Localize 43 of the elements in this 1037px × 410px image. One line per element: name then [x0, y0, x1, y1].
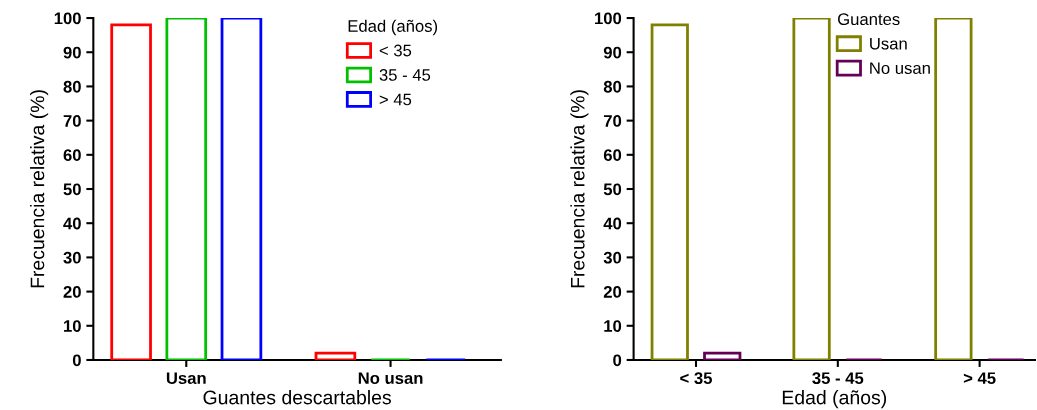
y-tick-label: 60 — [63, 149, 81, 162]
y-tick-label: 50 — [603, 183, 622, 196]
y-tick-label: 0 — [72, 354, 81, 367]
x-axis-title: Guantes descartables — [203, 390, 391, 405]
y-tick-label: 50 — [63, 183, 81, 196]
y-tick-label: 100 — [54, 12, 81, 25]
y-tick-label: 60 — [603, 149, 622, 162]
bar — [792, 18, 831, 360]
bar — [650, 23, 689, 360]
y-tick-label: 70 — [63, 115, 81, 127]
y-tick-label: 40 — [603, 217, 622, 230]
legend-label: > 45 — [379, 93, 412, 106]
y-tick-label: 20 — [603, 285, 622, 298]
y-axis-title: Frecuencia relativa (%) — [570, 90, 589, 288]
legend-title: Edad (años) — [348, 19, 438, 36]
legend-label: Usan — [870, 37, 907, 50]
x-axis-title: Edad (años) — [782, 390, 887, 409]
y-axis-title: Frecuencia relativa (%) — [30, 90, 49, 288]
y-tick-label: 30 — [603, 251, 622, 264]
y-tick-label: 0 — [613, 354, 622, 367]
legend-label: No usan — [870, 62, 930, 75]
bar — [314, 351, 357, 360]
x-tick-label: Usan — [166, 372, 206, 385]
legend-label: < 35 — [379, 44, 412, 57]
x-tick-label: > 45 — [963, 372, 996, 385]
legend-label: 35 - 45 — [379, 69, 431, 81]
x-tick-label: < 35 — [680, 372, 712, 385]
y-tick-label: 90 — [63, 46, 81, 59]
y-tick-label: 80 — [63, 80, 81, 93]
y-tick-label: 40 — [63, 217, 81, 230]
y-tick-label: 90 — [603, 46, 622, 59]
x-tick-label: No usan — [358, 372, 423, 385]
bar — [110, 23, 152, 360]
y-tick-label: 80 — [603, 80, 622, 93]
legend-title: Guantes — [838, 13, 900, 26]
y-tick-label: 10 — [604, 320, 622, 332]
x-tick-label: 35 - 45 — [812, 372, 864, 385]
y-tick-label: 100 — [595, 12, 622, 25]
y-tick-label: 20 — [63, 285, 81, 298]
bar — [934, 18, 973, 360]
y-tick-label: 70 — [603, 115, 622, 127]
y-tick-label: 30 — [63, 251, 81, 264]
y-tick-label: 10 — [64, 320, 81, 332]
